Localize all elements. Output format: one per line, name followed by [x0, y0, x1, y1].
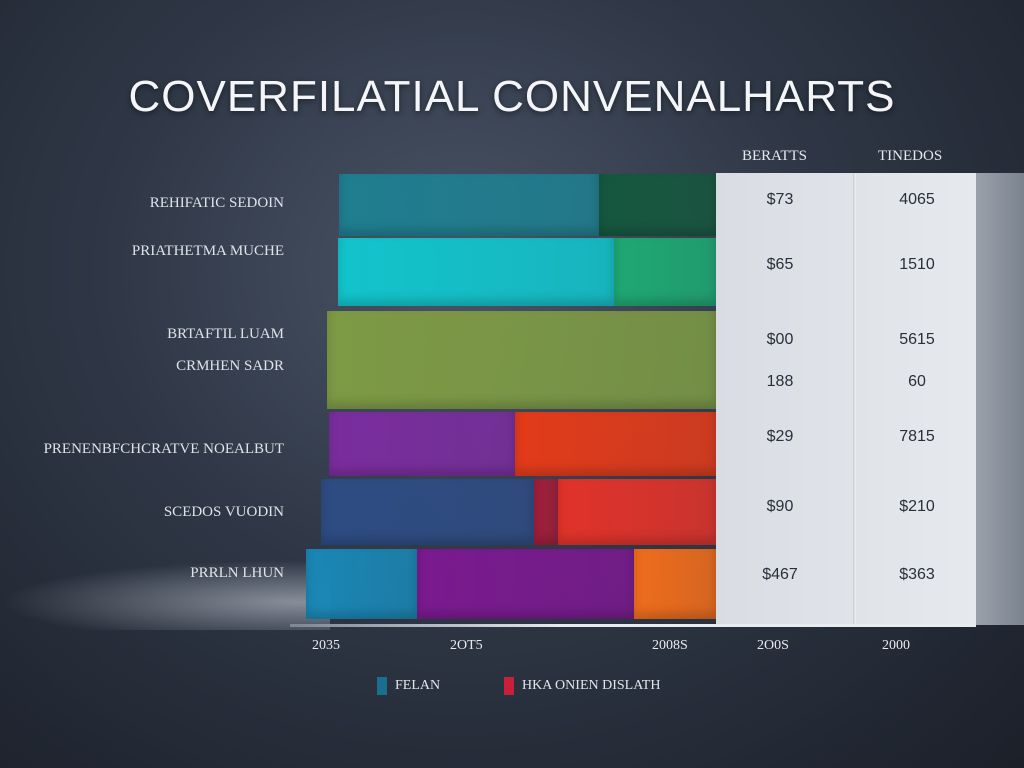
x-axis-baseline	[290, 624, 976, 627]
legend-label: HKA ONIEN DISLATH	[522, 678, 661, 693]
category-label: PRENENBFCHCRATVE NOEALBUT	[43, 441, 284, 457]
bar-segment	[534, 479, 558, 545]
table-footer-label: 2000	[882, 638, 910, 653]
bar-segment	[321, 479, 534, 545]
legend-swatch	[504, 677, 514, 695]
table-cell: $363	[899, 566, 935, 583]
bar-segment	[614, 238, 716, 306]
table-footer-label: 2O0S	[757, 638, 789, 653]
table-cell: 1510	[899, 256, 935, 273]
legend-item: FELAN	[377, 677, 440, 695]
table-cell: $65	[766, 256, 794, 273]
bar-segment	[329, 412, 515, 476]
table-header-1: BERATTS	[742, 148, 808, 164]
table-header-2: TINEDOS	[878, 148, 943, 164]
bar-segment	[339, 174, 599, 236]
category-label: REHIFATIC SEDOIN	[149, 195, 284, 211]
bar-segment	[306, 549, 417, 619]
x-tick-label: 2OT5	[450, 638, 483, 653]
category-label: PRRLN LHUN	[190, 565, 284, 581]
legend-swatch	[377, 677, 387, 695]
bar-segment	[634, 549, 716, 619]
bar-segment	[338, 238, 614, 306]
chart-title: COVERFILATIAL CONVENALHARTS	[128, 72, 896, 121]
category-label: PRIATHETMA MUCHE	[131, 243, 284, 259]
table-cell: 5615	[899, 331, 935, 348]
bar-segment	[417, 549, 634, 619]
table-cell: 188	[766, 373, 794, 390]
bar-segment	[558, 479, 716, 545]
x-tick-label: 2008S	[652, 638, 688, 653]
category-label: SCEDOS VUODIN	[163, 504, 284, 520]
table-panel-edge	[976, 173, 1024, 625]
data-table-panel	[716, 173, 976, 625]
bar-segment	[327, 311, 716, 409]
table-cell: $29	[766, 428, 794, 445]
table-cell: 60	[908, 373, 926, 390]
table-cell: $00	[766, 331, 794, 348]
floor-glow	[0, 560, 330, 630]
x-tick-label: 2035	[312, 638, 340, 653]
bar-segment	[515, 412, 716, 476]
legend-label: FELAN	[395, 678, 441, 693]
table-divider	[853, 173, 856, 625]
table-cell: $73	[766, 191, 794, 208]
table-cell: 4065	[899, 191, 935, 208]
bar-segment	[599, 174, 716, 236]
table-cell: 7815	[899, 428, 935, 445]
legend-item: HKA ONIEN DISLATH	[504, 677, 660, 695]
table-cell: $210	[899, 498, 935, 515]
table-cell: $467	[762, 566, 798, 583]
category-label: BRTAFTIL LUAM CRMHEN SADR	[167, 326, 284, 374]
table-cell: $90	[766, 498, 794, 515]
